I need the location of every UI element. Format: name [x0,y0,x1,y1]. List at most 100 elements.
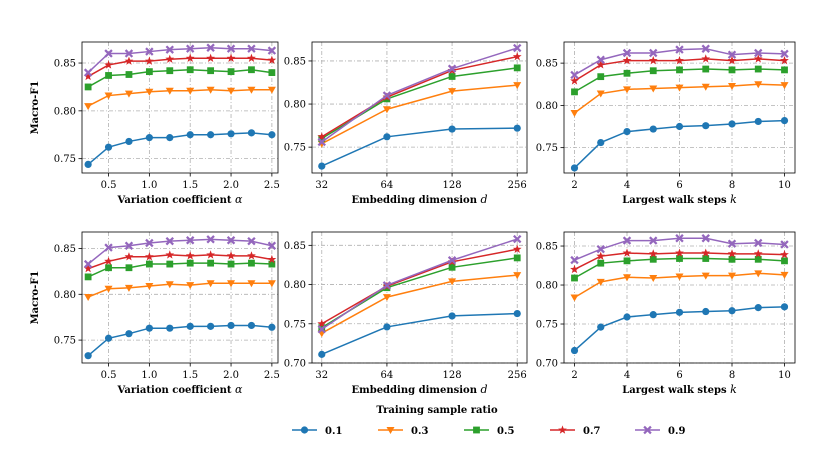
series-line [87,68,272,88]
data-point: 0.5 @ 1.5 = 0.843 [186,66,194,74]
data-point: 0.5 @ 0.75 = 0.838 [125,71,133,78]
y-tick-label: 0.75 [536,143,558,154]
y-tick-label: 0.75 [54,154,76,165]
data-point: 0.1 @ 0.5 = 0.762 [104,143,113,151]
y-tick-label: 0.80 [54,106,76,117]
data-point: 0.1 @ 1.75 = 0.765 [207,322,215,330]
data-point: 0.9 @ 2.5 = 0.863 [267,46,277,55]
data-point: 0.7 @ 0.75 = 0.841 [124,252,134,261]
y-tick-label: 0.80 [284,100,306,111]
data-point: 0.3 @ 3 = 0.812 [513,272,522,280]
data-point: 0.1 @ 2 = 0.776 [227,130,235,138]
data-point: 0.5 @ 2.25 = 0.843 [248,66,255,74]
x-tick-label: 32 [315,370,328,381]
data-point: 0.3 @ 2 = 0.804 [448,278,457,286]
data-point: 0.7 @ 1.75 = 0.843 [206,250,215,259]
data-point: 0.9 @ 6 = 0.86 [675,234,684,243]
data-point: 0.3 @ 0.5 = 0.816 [104,92,113,100]
data-point: 0.3 @ 6 = 0.821 [675,84,684,92]
data-point: 0.7 @ 3 = 0.848 [596,60,606,69]
data-point: 0.1 @ 0 = 0.711 [318,350,326,358]
data-point: 0.1 @ 6 = 0.765 [675,308,684,316]
legend-item-0.9: 0.9 [635,425,685,437]
axes-frame [81,231,279,364]
series-line [87,132,272,165]
data-point: 0.1 @ 0.5 = 0.752 [104,334,113,342]
data-point: 0.9 @ 8 = 0.853 [727,239,737,248]
data-point: 0.7 @ 8 = 0.84 [727,249,737,258]
data-point: 0.9 @ 2 = 0.831 [447,256,457,265]
y-tick-label: 0.75 [54,336,76,347]
data-point: 0.7 @ 2.5 = 0.838 [267,254,277,264]
series-line [321,84,518,145]
data-point: 0.3 @ 2 = 0.784 [570,294,579,302]
x-tick-label: 2 [571,370,577,381]
series-0.9: 0.9 @ 2 = 0.836 0.9 @ 3 = 0.854 0.9 @ 4 = … [570,44,789,80]
data-point: 0.5 @ 8 = 0.842 [728,66,736,74]
data-point: 0.1 @ 2.25 = 0.766 [247,321,256,330]
data-point: 0.7 @ 1.75 = 0.855 [206,53,215,62]
data-point: 0.3 @ 9 = 0.815 [754,270,763,278]
series-0.7: 0.7 @ 0.25 = 0.836 0.7 @ 0.5 = 0.848 0.7 @… [83,53,277,81]
series-line [321,274,518,334]
data-point: 0.5 @ 10 = 0.831 [781,257,788,265]
data-point: 0.9 @ 7 = 0.867 [701,44,710,53]
data-point: 0.5 @ 1.75 = 0.842 [207,67,215,75]
data-point: 0.3 @ 9 = 0.825 [754,81,763,89]
series-line [321,55,518,138]
data-point: 0.5 @ 5 = 0.841 [649,67,657,75]
x-axis-label: Embedding dimension d [352,383,488,396]
data-point: 0.7 @ 6 = 0.853 [675,55,684,65]
legend-label: 0.3 [411,426,428,437]
data-point: 0.5 @ 2 = 0.816 [571,88,578,96]
data-point: 0.1 @ 1 = 0.763 [145,324,153,332]
series-0.5: 0.5 @ 0.25 = 0.819 0.5 @ 0.5 = 0.829 0.5 @… [84,259,276,281]
data-point: 0.7 @ 1.25 = 0.843 [165,250,175,259]
data-point: 0.3 @ 10 = 0.813 [780,271,789,279]
legend-label: 0.1 [325,426,342,437]
legend-marker-x [643,425,652,435]
data-point: 0.3 @ 2.25 = 0.822 [247,86,256,94]
data-point: 0.7 @ 9 = 0.84 [753,249,763,258]
data-point: 0.7 @ 1.5 = 0.842 [185,251,195,260]
data-point: 0.5 @ 2.5 = 0.833 [268,260,276,268]
series-0.3: 0.3 @ 0 = 0.7540.3 @ 1 = 0.7940.3 @ 2 = … [317,82,522,148]
data-point: 0.9 @ 1.75 = 0.866 [206,43,215,52]
data-point: 0.1 @ 3 = 0.746 [597,323,605,331]
data-point: 0.9 @ 2.25 = 0.865 [247,44,256,53]
x-tick-label: 1.0 [141,180,157,191]
data-point: 0.7 @ 2 = 0.82 [570,264,579,274]
data-point: 0.7 @ 9 = 0.855 [753,54,763,63]
data-point: 0.1 @ 1.25 = 0.763 [166,324,174,332]
data-point: 0.9 @ 0.25 = 0.833 [83,259,93,269]
data-point: 0.9 @ 4 = 0.857 [622,236,632,245]
data-point: 0.1 @ 1.5 = 0.765 [186,322,194,330]
data-point: 0.9 @ 2 = 0.832 [570,255,579,265]
panel-bottom-walk: 0.1 @ 2 = 0.716 0.1 @ 3 = 0.746 0.1 @ 4 = … [536,231,796,396]
data-point: 0.3 @ 2 = 0.812 [227,280,236,288]
series-line [321,238,518,330]
data-point: 0.1 @ 0.75 = 0.757 [125,330,133,338]
series-line [87,57,272,78]
data-point: 0.9 @ 10 = 0.852 [780,240,789,249]
data-point: 0.3 @ 0.75 = 0.818 [124,90,133,98]
data-point: 0.9 @ 1.25 = 0.864 [165,45,174,54]
series-0.5: 0.5 @ 0 = 0.760.5 @ 1 = 0.8060.5 @ 2 = 0… [318,64,521,142]
series-0.1: 0.1 @ 0.25 = 0.744 0.1 @ 0.5 = 0.762 0.1 @… [84,129,276,168]
x-axis-label: Variation coefficient α [117,193,243,206]
data-point: 0.1 @ 9 = 0.771 [754,304,762,312]
data-point: 0.3 @ 4 = 0.81 [623,274,631,282]
data-point: 0.1 @ 1 = 0.772 [145,134,153,142]
data-point: 0.3 @ 1 = 0.794 [382,106,391,114]
series-0.1: 0.1 @ 0 = 0.711 0.1 @ 1 = 0.746 0.1 @ 2 = … [318,309,521,358]
series-line [321,312,518,356]
data-point: 0.3 @ 1 = 0.82 [145,88,154,96]
legend-marker-circle [300,426,309,434]
data-point: 0.7 @ 5 = 0.84 [648,249,658,258]
data-point: 0.1 @ 0.25 = 0.744 [84,160,92,168]
data-point: 0.3 @ 1.25 = 0.811 [165,281,174,289]
x-tick-label: 128 [443,370,462,381]
y-axis-label: Macro-F1 [30,81,41,135]
data-point: 0.5 @ 5 = 0.833 [649,255,657,263]
data-point: 0.5 @ 3 = 0.842 [513,64,521,72]
